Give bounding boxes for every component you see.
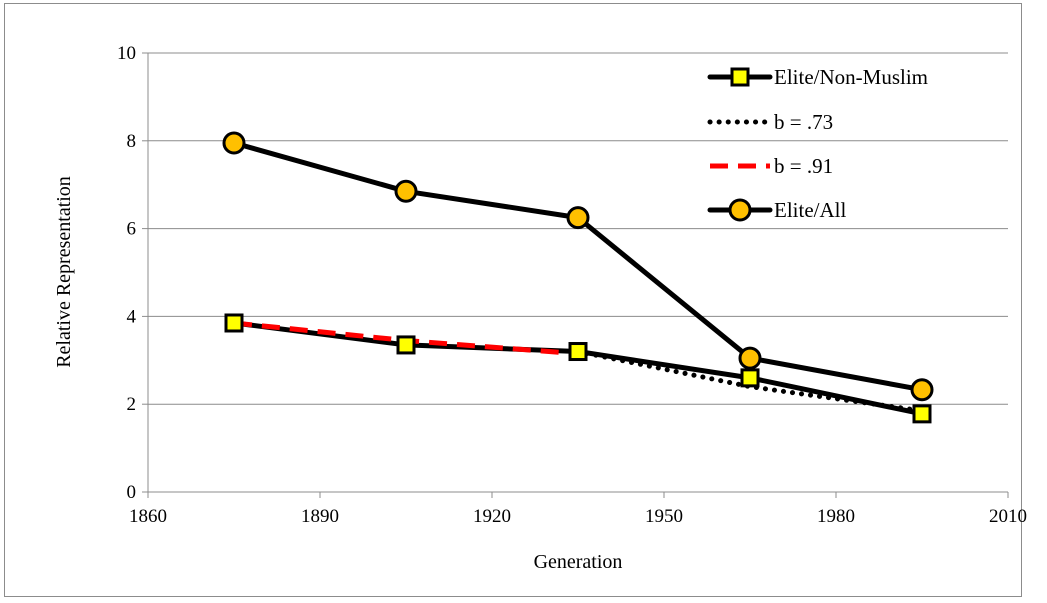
marker-s0-0 [224,313,244,333]
marker-s0-3 [740,368,760,388]
y-tick-label-5: 10 [117,43,136,64]
marker-s3-4 [910,378,934,402]
legend-marker-0 [730,67,750,87]
marker-s3-1 [394,179,418,203]
series-markers [222,131,934,424]
x-tick-label-5: 2010 [989,506,1027,527]
y-tick-label-0: 0 [127,482,137,503]
legend-label-0: Elite/Non-Muslim [774,65,928,89]
legend-label-3: Elite/All [774,198,846,222]
y-tick-label-4: 8 [127,131,137,152]
y-axis-title: Relative Representation [53,176,75,368]
marker-s0-4 [912,404,932,424]
legend: Elite/Non-Muslim b = .73 b = .91 Elite/All [707,65,928,222]
marker-s3-0 [222,131,246,155]
x-tick-label-3: 1950 [645,506,683,527]
marker-s0-2 [568,342,588,362]
marker-s3-2 [566,206,590,230]
chart-frame [4,3,1022,597]
y-tick-label-1: 2 [127,394,137,415]
legend-marker-3 [728,198,752,222]
x-tick-label-4: 1980 [817,506,855,527]
legend-label-1: b = .73 [774,110,833,134]
series-line-1 [575,349,925,414]
x-tick-label-1: 1890 [301,506,339,527]
x-tick-label-0: 1860 [129,506,167,527]
y-tick-label-2: 4 [127,306,137,327]
marker-s3-3 [738,346,762,370]
legend-label-2: b = .91 [774,154,833,178]
marker-s0-1 [396,335,416,355]
series-lines [231,140,925,417]
y-tick-label-3: 6 [127,219,137,240]
x-axis-title: Generation [534,551,623,573]
tick-labels: 0 2 4 6 8 10 1860 1890 1920 1950 1980 2010 [117,43,1027,527]
x-tick-label-2: 1920 [473,506,511,527]
axes [142,52,1009,498]
